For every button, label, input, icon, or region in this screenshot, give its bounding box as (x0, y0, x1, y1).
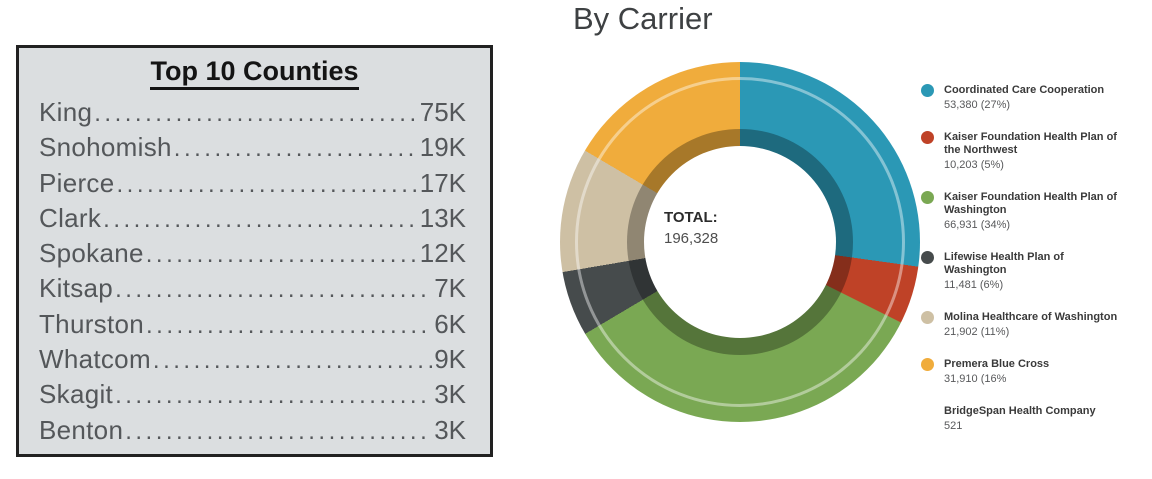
dotted-leader (117, 168, 418, 199)
dotted-leader (174, 132, 418, 163)
county-name: Snohomish (39, 132, 172, 163)
legend-label: Kaiser Foundation Health Plan of Washing… (944, 191, 1117, 216)
county-value: 19K (419, 132, 466, 163)
county-value: 13K (419, 202, 466, 233)
counties-panel-title-text: Top 10 Counties (150, 56, 359, 90)
table-row: Snohomish 19K (39, 132, 466, 167)
county-name: Pierce (39, 167, 115, 198)
legend-color-dot (921, 191, 934, 204)
dotted-leader (103, 203, 418, 234)
dotted-leader (146, 238, 418, 269)
legend-text: Coordinated Care Cooperation 53,380 (27%) (944, 84, 1104, 112)
county-value: 6K (434, 308, 466, 339)
counties-rows: King 75K Snohomish 19K Pierce 17K Clark 13K Spok… (39, 97, 466, 450)
donut-center-text: TOTAL: 196,328 (664, 209, 718, 247)
legend-item: Premera Blue Cross 31,910 (16% (921, 358, 1126, 386)
table-row: Thurston 6K (39, 309, 466, 344)
county-name: Kitsap (39, 273, 114, 304)
legend-color-dot (921, 405, 934, 418)
dotted-leader (153, 344, 432, 375)
legend-label: Premera Blue Cross (944, 358, 1050, 370)
legend-value: 10,203 (5%) (944, 159, 1004, 171)
legend-value: 53,380 (27%) (944, 99, 1011, 111)
table-row: Benton 3K (39, 415, 466, 450)
legend-text: Lifewise Health Plan of Washington 11,481… (944, 251, 1126, 292)
table-row: Clark 13K (39, 203, 466, 238)
county-value: 9K (434, 344, 466, 375)
county-value: 12K (419, 238, 466, 269)
legend-item: BridgeSpan Health Company 521 (921, 405, 1126, 433)
table-row: Kitsap 7K (39, 273, 466, 308)
table-row: Pierce 17K (39, 168, 466, 203)
legend-label: BridgeSpan Health Company (944, 405, 1096, 417)
legend-value: 31,910 (16% (944, 373, 1007, 385)
legend-item: Kaiser Foundation Health Plan of the Nor… (921, 131, 1126, 172)
legend-value: 66,931 (34%) (944, 219, 1011, 231)
legend-text: Kaiser Foundation Health Plan of the Nor… (944, 131, 1126, 172)
legend-item: Molina Healthcare of Washington 21,902 (1… (921, 311, 1126, 339)
carrier-donut-wrap: TOTAL: 196,328 (560, 62, 920, 422)
donut-total-value: 196,328 (664, 230, 719, 247)
legend-text: BridgeSpan Health Company 521 (944, 405, 1096, 433)
legend-label: Kaiser Foundation Health Plan of the Nor… (944, 131, 1117, 156)
donut-total-label: TOTAL: (664, 209, 718, 226)
donut-highlight-ring (575, 77, 905, 407)
legend-color-dot (921, 84, 934, 97)
county-name: Spokane (39, 238, 144, 269)
legend-item: Coordinated Care Cooperation 53,380 (27%) (921, 84, 1126, 112)
county-name: King (39, 97, 93, 127)
county-value: 75K (419, 97, 466, 127)
table-row: Spokane 12K (39, 238, 466, 273)
legend-value: 11,481 (6%) (944, 279, 1004, 291)
table-row: King 75K (39, 97, 466, 132)
legend-text: Kaiser Foundation Health Plan of Washing… (944, 191, 1126, 232)
legend-label: Lifewise Health Plan of Washington (944, 251, 1064, 276)
county-name: Skagit (39, 379, 114, 410)
dotted-leader (115, 379, 432, 410)
legend-text: Premera Blue Cross 31,910 (16% (944, 358, 1049, 386)
legend-value: 21,902 (11%) (944, 326, 1010, 338)
dotted-leader (115, 273, 432, 304)
counties-panel-title: Top 10 Counties (19, 56, 490, 90)
legend-value: 521 (944, 420, 963, 432)
county-name: Benton (39, 414, 124, 445)
legend-color-dot (921, 358, 934, 371)
legend-label: Coordinated Care Cooperation (944, 84, 1105, 96)
county-name: Whatcom (39, 344, 151, 375)
legend-label: Molina Healthcare of Washington (944, 311, 1118, 323)
county-value: 3K (434, 414, 466, 445)
county-name: Thurston (39, 308, 145, 339)
legend-color-dot (921, 311, 934, 324)
legend-text: Molina Healthcare of Washington 21,902 (1… (944, 311, 1117, 339)
county-value: 7K (434, 273, 466, 304)
carrier-legend: Coordinated Care Cooperation 53,380 (27%)… (921, 84, 1126, 433)
dotted-leader (94, 97, 417, 128)
dotted-leader (146, 309, 432, 340)
legend-color-dot (921, 251, 934, 264)
county-value: 17K (419, 167, 466, 198)
county-value: 3K (434, 379, 466, 410)
top-counties-panel: Top 10 Counties King 75K Snohomish 19K Pierc… (16, 45, 493, 457)
carrier-chart-title: By Carrier (573, 1, 713, 36)
legend-color-dot (921, 131, 934, 144)
legend-item: Kaiser Foundation Health Plan of Washing… (921, 191, 1126, 232)
table-row: Whatcom 9K (39, 344, 466, 379)
legend-item: Lifewise Health Plan of Washington 11,481… (921, 251, 1126, 292)
table-row: Skagit 3K (39, 379, 466, 414)
county-name: Clark (39, 202, 102, 233)
dotted-leader (125, 415, 432, 446)
